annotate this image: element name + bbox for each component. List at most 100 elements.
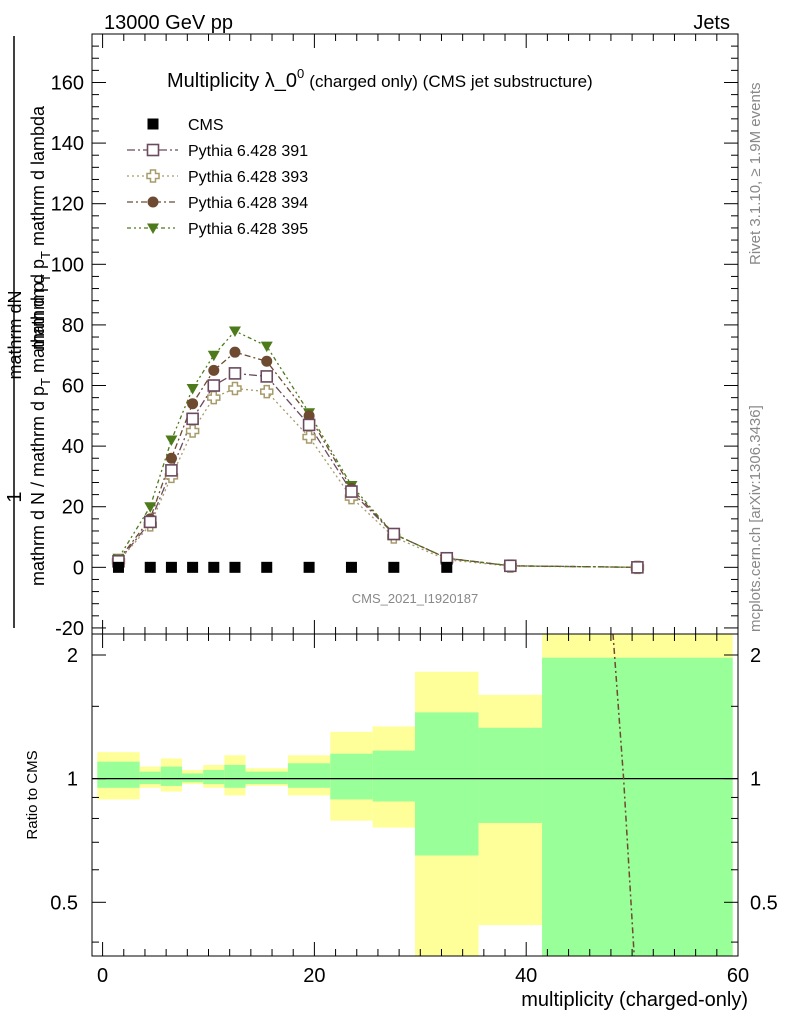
ratio-band-inner — [542, 657, 733, 956]
main-ytick-label: 140 — [51, 133, 84, 155]
ratio-band-inner — [139, 771, 161, 785]
series-points-pythia-6-428-393 — [111, 381, 645, 575]
ratio-band-inner — [287, 763, 331, 788]
ratio-band-inner — [330, 753, 373, 800]
data-point-cms — [229, 561, 241, 573]
legend-marker — [146, 143, 160, 157]
legend-marker — [146, 169, 160, 183]
data-point-pythia-6-428-391 — [143, 515, 157, 529]
ratio-ytick-label: 0.5 — [50, 892, 78, 914]
legend-marker — [147, 223, 159, 234]
data-point-pythia-6-428-394 — [261, 355, 273, 367]
data-point-pythia-6-428-391 — [260, 370, 274, 383]
data-point-pythia-6-428-394 — [187, 398, 199, 410]
legend-label: Pythia 6.428 395 — [188, 221, 308, 238]
legend-label: Pythia 6.428 391 — [188, 143, 308, 160]
data-point-pythia-6-428-391 — [504, 559, 517, 573]
ylabel-num-sub-1: mathrm dN — [5, 290, 25, 379]
series-points-pythia-6-428-394 — [112, 346, 643, 573]
ratio-band-inner — [97, 761, 140, 788]
main-data-layer — [111, 326, 645, 575]
main-ytick-label: 120 — [51, 194, 84, 216]
ylabel-den-sub2: T — [38, 274, 53, 282]
ratio-ytick-label-right: 0.5 — [750, 892, 778, 914]
ratio-bands — [97, 634, 733, 956]
data-point-pythia-6-428-393 — [302, 430, 316, 444]
ratio-ytick-label-right: 1 — [750, 769, 761, 791]
ratio-band-inner — [224, 764, 246, 788]
legend-item-pythia-6-428-394: Pythia 6.428 394 — [127, 195, 308, 212]
ylabel-den-tail: mathrm d p — [28, 282, 48, 378]
legend-marker — [147, 196, 159, 208]
ylabel-num-line-2: mathrm d pT mathrm d lambda — [28, 105, 53, 350]
series-line-pythia-6-428-395 — [117, 330, 638, 568]
main-axis-ticks: -20 0 20 40 60 80 100 120 140 160 — [51, 34, 739, 640]
legend-item-pythia-6-428-391: Pythia 6.428 391 — [127, 143, 308, 160]
ratio-ytick-label-right: 2 — [750, 645, 761, 667]
ylabel-den-main: mathrm d N / mathrm d p — [28, 386, 48, 586]
main-y-axis-label: 1 mathrm dN mathrm d pT mathrm d lambda … — [4, 36, 53, 628]
main-title-suffix: (charged only) (CMS jet substructure) — [309, 72, 592, 91]
legend-item-cms: CMS — [147, 117, 224, 134]
ratio-ytick-label: 1 — [67, 769, 78, 791]
main-ytick-label: 80 — [62, 315, 84, 337]
ratio-band-inner — [182, 773, 204, 783]
main-title-sup: 0 — [297, 66, 304, 81]
legend-label: Pythia 6.428 393 — [188, 169, 308, 186]
legend-label: Pythia 6.428 394 — [188, 195, 308, 212]
legend-item-pythia-6-428-393: Pythia 6.428 393 — [127, 169, 308, 186]
ylabel-num-line-1: mathrm dN — [5, 290, 25, 379]
series-pythia-6-428-395 — [117, 330, 638, 568]
data-point-pythia-6-428-391 — [387, 527, 401, 541]
data-point-pythia-6-428-391 — [631, 561, 644, 574]
data-point-pythia-6-428-394 — [229, 346, 241, 358]
ratio-band-inner — [203, 769, 225, 785]
ratio-panel-frame — [91, 633, 739, 957]
data-point-pythia-6-428-394 — [208, 364, 220, 376]
data-point-cms — [441, 561, 453, 573]
ylabel-num-tail: mathrm d lambda — [28, 105, 48, 251]
data-point-pythia-6-428-391 — [207, 379, 221, 392]
data-point-cms — [112, 561, 124, 573]
data-point-cms — [345, 561, 357, 573]
data-point-pythia-6-428-393 — [185, 424, 200, 438]
data-point-pythia-6-428-391 — [165, 464, 178, 477]
ratio-series-line — [612, 633, 635, 957]
main-title: Multiplicity λ_00 (charged only) (CMS jet… — [167, 66, 593, 92]
data-point-pythia-6-428-395 — [186, 384, 199, 395]
data-point-pythia-6-428-393 — [259, 384, 274, 399]
ratio-band-inner — [160, 766, 183, 786]
data-point-pythia-6-428-391 — [228, 367, 242, 380]
data-point-pythia-6-428-393 — [228, 381, 242, 396]
data-point-pythia-6-428-395 — [260, 341, 273, 353]
data-point-pythia-6-428-394 — [303, 410, 315, 422]
data-point-cms — [261, 561, 273, 573]
data-point-pythia-6-428-394 — [165, 452, 177, 464]
main-ytick-label: 0 — [73, 557, 84, 579]
legend-item-pythia-6-428-395: Pythia 6.428 395 — [127, 221, 308, 238]
data-point-pythia-6-428-395 — [228, 326, 241, 337]
data-point-pythia-6-428-395 — [207, 350, 220, 362]
ratio-data-layer — [92, 633, 738, 957]
ratio-band-inner — [478, 727, 543, 823]
analysis-watermark: CMS_2021_I1920187 — [352, 591, 479, 606]
ylabel-numerator-1: 1 — [4, 491, 26, 502]
data-point-cms — [144, 561, 156, 573]
data-point-pythia-6-428-391 — [302, 418, 316, 432]
ylabel-num-sub2: T — [38, 251, 53, 259]
data-point-pythia-6-428-395 — [165, 435, 178, 447]
ratio-band-inner — [372, 750, 415, 802]
ratio-axis-ticks: 0.5 0.51 12 20 20 40 60 — [50, 634, 778, 987]
mcplots-label: mcplots.cern.ch [arXiv:1306.3436] — [747, 405, 764, 632]
data-point-cms — [208, 561, 220, 573]
series-points-pythia-6-428-395 — [112, 326, 644, 574]
header-right: Jets — [693, 12, 730, 34]
main-ytick-label: -20 — [55, 618, 84, 640]
data-point-pythia-6-428-393 — [207, 390, 221, 405]
legend-label: CMS — [188, 117, 224, 134]
main-ytick-label: 20 — [62, 497, 84, 519]
data-point-pythia-6-428-391 — [345, 485, 358, 498]
data-point-cms — [187, 561, 199, 573]
ratio-y-axis-label: Ratio to CMS — [24, 750, 41, 839]
header-left: 13000 GeV pp — [104, 12, 233, 34]
